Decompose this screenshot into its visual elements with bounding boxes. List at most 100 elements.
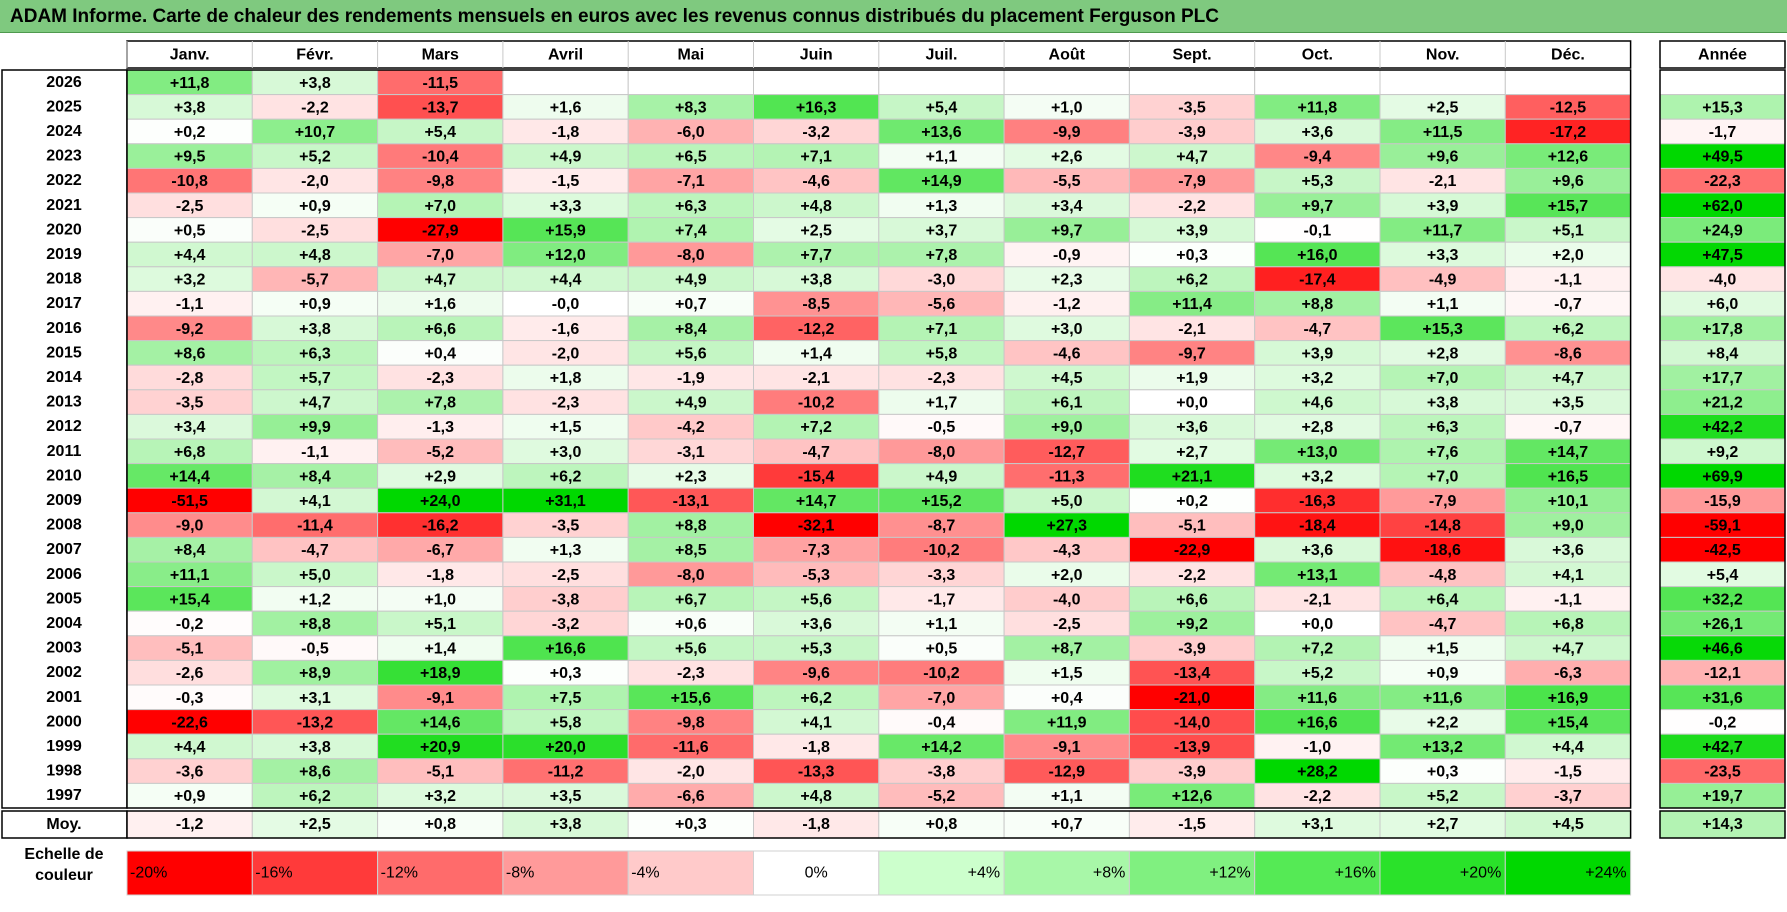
cell-value: -4,8	[1429, 567, 1457, 584]
heat-cell	[1003, 192, 1130, 219]
heat-cell	[1003, 413, 1130, 440]
heat-cell	[502, 389, 629, 415]
heat-cell	[753, 782, 880, 809]
cell-value: -0,7	[1554, 296, 1582, 313]
average-annual-value: +14,3	[1702, 816, 1743, 833]
cell-value: +3,8	[299, 739, 331, 756]
heat-cell	[753, 635, 880, 661]
cell-value: -4,7	[802, 444, 830, 461]
cell-value: -1,8	[552, 124, 580, 141]
cell-value: +0,2	[174, 124, 206, 141]
heat-cell	[1003, 241, 1130, 268]
heat-cell	[627, 118, 755, 145]
heat-cell	[377, 463, 504, 489]
heat-cell	[377, 167, 504, 194]
heat-cell	[878, 192, 1005, 219]
cell-value: +18,9	[420, 665, 461, 682]
annual-value: +5,4	[1707, 567, 1739, 584]
heat-cell	[1254, 512, 1381, 538]
scale-tick-label: +16%	[1335, 865, 1376, 882]
cell-value: -0,0	[552, 296, 580, 313]
heat-cell	[502, 118, 629, 145]
cell-value: +11,6	[1298, 690, 1338, 707]
heat-cell	[377, 340, 504, 366]
heat-cell	[251, 118, 379, 145]
heat-cell	[377, 69, 504, 96]
cell-value: +3,9	[1427, 198, 1459, 215]
cell-value: +7,0	[424, 198, 456, 215]
annual-value: +47,5	[1702, 247, 1743, 264]
heat-cell	[753, 69, 880, 96]
cell-value: +2,5	[1427, 99, 1459, 116]
cell-value: -3,9	[1178, 124, 1206, 141]
cell-value: +6,2	[1552, 321, 1584, 338]
cell-value: -1,1	[176, 296, 204, 313]
heat-cell	[878, 340, 1005, 366]
heat-cell	[126, 241, 253, 268]
heat-cell	[1003, 315, 1130, 342]
cell-value: -5,1	[426, 764, 454, 781]
cell-value: -17,4	[1299, 272, 1336, 289]
cell-value: +11,5	[1423, 124, 1463, 141]
cell-value: -3,2	[552, 616, 580, 633]
heat-cell	[1128, 266, 1256, 292]
average-label-box	[1, 810, 128, 839]
heat-cell	[1128, 684, 1256, 711]
cell-value: +0,9	[1427, 665, 1459, 682]
average-value: +2,7	[1427, 816, 1459, 833]
annual-border	[1659, 69, 1786, 809]
cell-value: +5,6	[675, 345, 707, 362]
annual-cell	[1659, 709, 1786, 735]
heat-cell	[753, 733, 880, 760]
year-label: 1998	[46, 763, 82, 780]
cell-value: +2,9	[424, 468, 456, 485]
heat-cell	[878, 266, 1005, 292]
cell-value: +7,1	[800, 149, 832, 166]
scale-tick-label: +12%	[1209, 865, 1250, 882]
cell-value: +5,2	[299, 149, 331, 166]
heat-cell	[502, 758, 629, 784]
scale-tick-label: +24%	[1585, 865, 1626, 882]
cell-value: +3,2	[1302, 370, 1334, 387]
annual-cell	[1659, 635, 1786, 661]
heat-cell	[251, 635, 379, 661]
cell-value: -8,0	[677, 567, 705, 584]
cell-value: +9,5	[174, 149, 206, 166]
heat-cell	[1504, 684, 1632, 711]
cell-value: -2,1	[1178, 321, 1206, 338]
cell-value: -2,5	[176, 198, 204, 215]
annual-value: +62,0	[1702, 198, 1743, 215]
heat-cell	[377, 364, 504, 391]
heat-cell	[377, 782, 504, 809]
heat-cell	[251, 94, 379, 120]
heat-cell	[126, 192, 253, 219]
cell-value: +2,0	[1552, 247, 1584, 264]
year-label: 2010	[46, 467, 82, 484]
heat-cell	[502, 217, 629, 243]
heat-cell	[1254, 290, 1381, 317]
cell-value: +4,7	[1552, 641, 1584, 658]
cell-value: -5,7	[301, 272, 329, 289]
heat-cell	[251, 364, 379, 391]
cell-value: +4,1	[1552, 567, 1584, 584]
heat-cell	[1003, 684, 1130, 711]
cell-value: +14,6	[420, 714, 461, 731]
heat-cell	[1254, 340, 1381, 366]
heat-cell	[251, 561, 379, 588]
heat-cell	[1379, 659, 1506, 686]
cell-value: -14,8	[1424, 518, 1461, 535]
cell-value: +3,2	[1302, 468, 1334, 485]
scale-tick-label: +4%	[968, 865, 1000, 882]
heat-cell	[1504, 118, 1632, 145]
cell-value: -9,8	[426, 173, 454, 190]
cell-value: -4,0	[1053, 591, 1081, 608]
cell-value: +9,0	[1552, 518, 1584, 535]
cell-value: +14,4	[169, 468, 210, 485]
average-cell	[1254, 810, 1381, 839]
heat-cell	[251, 413, 379, 440]
annual-cell	[1659, 684, 1786, 711]
heat-cell	[878, 512, 1005, 538]
heat-cell	[1379, 438, 1506, 465]
cell-value: +7,4	[675, 222, 707, 239]
cell-value: -8,5	[802, 296, 830, 313]
